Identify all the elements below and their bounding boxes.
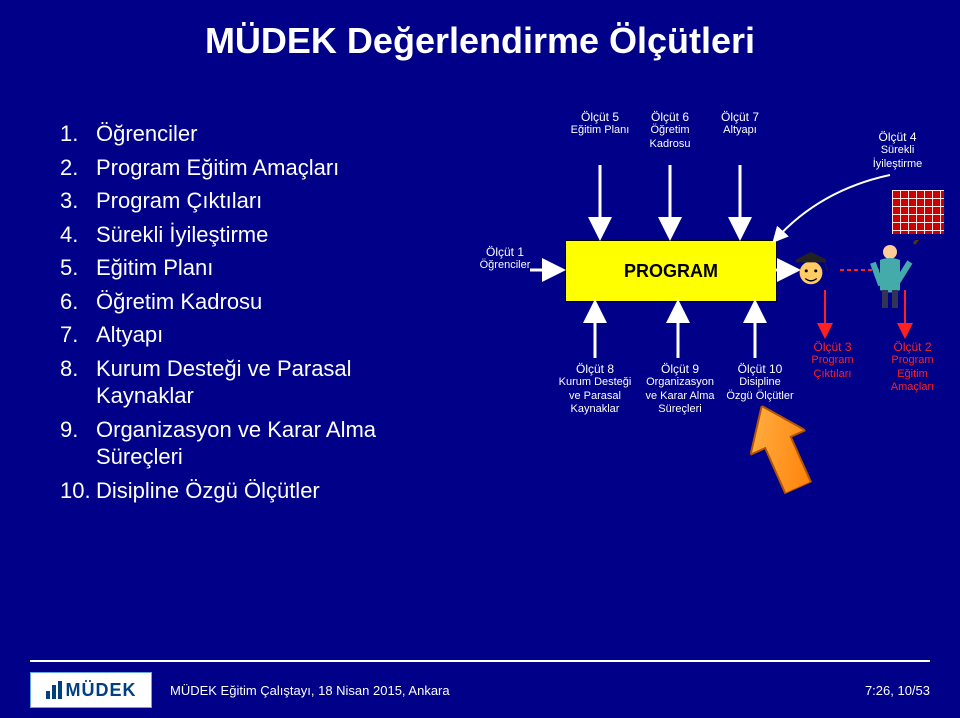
- label-c9: Ölçüt 9 Organizasyon ve Karar Alma Süreç…: [640, 362, 720, 416]
- label-c6: Ölçüt 6 Öğretim Kadrosu: [640, 110, 700, 151]
- graduate-icon: [792, 250, 830, 288]
- label-c5: Ölçüt 5 Eğitim Planı: [570, 110, 630, 138]
- label-c8: Ölçüt 8 Kurum Desteği ve Parasal Kaynakl…: [555, 362, 635, 416]
- list-item: 6.Öğretim Kadrosu: [60, 288, 420, 316]
- criteria-list: 1.Öğrenciler 2.Program Eğitim Amaçları 3…: [60, 120, 420, 510]
- slide-title: MÜDEK Değerlendirme Ölçütleri: [0, 20, 960, 62]
- label-c2: Ölçüt 2 Program Eğitim Amaçları: [880, 340, 945, 394]
- list-item: 3.Program Çıktıları: [60, 187, 420, 215]
- footer: MÜDEK MÜDEK Eğitim Çalıştayı, 18 Nisan 2…: [0, 660, 960, 718]
- list-item: 4.Sürekli İyileştirme: [60, 221, 420, 249]
- criteria-diagram: Ölçüt 5 Eğitim Planı Ölçüt 6 Öğretim Kad…: [460, 110, 940, 510]
- logo-bars-icon: [46, 681, 62, 699]
- teacher-icon: [870, 240, 930, 310]
- label-c3: Ölçüt 3 Program Çıktıları: [800, 340, 865, 381]
- label-c4: Ölçüt 4 Sürekli İyileştirme: [860, 130, 935, 171]
- list-item: 8.Kurum Desteği ve Parasal Kaynaklar: [60, 355, 420, 410]
- mudek-logo: MÜDEK: [30, 672, 152, 708]
- chart-grid-icon: [892, 190, 944, 234]
- label-c7: Ölçüt 7 Altyapı: [710, 110, 770, 138]
- footer-divider: [30, 660, 930, 662]
- list-item: 10.Disipline Özgü Ölçütler: [60, 477, 420, 505]
- list-item: 9.Organizasyon ve Karar Alma Süreçleri: [60, 416, 420, 471]
- list-item: 1.Öğrenciler: [60, 120, 420, 148]
- big-arrow-icon: [734, 394, 825, 501]
- list-item: 7.Altyapı: [60, 321, 420, 349]
- page-number: 7:26, 10/53: [865, 683, 930, 698]
- label-c1: Ölçüt 1 Öğrenciler: [460, 245, 550, 273]
- list-item: 2.Program Eğitim Amaçları: [60, 154, 420, 182]
- footer-text: MÜDEK Eğitim Çalıştayı, 18 Nisan 2015, A…: [170, 683, 450, 698]
- list-item: 5.Eğitim Planı: [60, 254, 420, 282]
- program-box: PROGRAM: [565, 240, 777, 302]
